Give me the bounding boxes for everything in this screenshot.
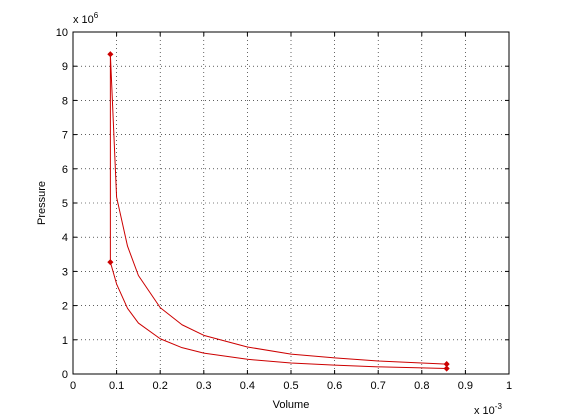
- y-tick-label: 1: [62, 335, 68, 347]
- x-axis-multiplier: x 10-3: [474, 402, 502, 417]
- y-tick-label: 9: [62, 61, 68, 73]
- y-tick-label: 3: [62, 266, 68, 278]
- x-tick-label: 0.7: [371, 380, 386, 392]
- x-tick-label: 0.9: [458, 380, 473, 392]
- y-tick-label: 6: [62, 164, 68, 176]
- x-tick-label: 0: [70, 380, 76, 392]
- series-point-marker: [443, 361, 450, 368]
- series-point-marker: [107, 51, 114, 58]
- series-point-marker: [443, 365, 450, 372]
- x-tick-label: 0.4: [240, 380, 255, 392]
- y-tick-label: 2: [62, 301, 68, 313]
- y-tick-label: 8: [62, 95, 68, 107]
- x-tick-label: 0.5: [283, 380, 298, 392]
- y-axis-label: Pressure: [36, 181, 48, 225]
- y-multiplier-exponent: 6: [94, 11, 99, 20]
- x-tick-label: 0.2: [153, 380, 168, 392]
- grid-lines: [73, 32, 509, 374]
- y-tick-label: 4: [62, 232, 68, 244]
- y-tick-label: 0: [62, 369, 68, 381]
- x-axis-label: Volume: [273, 399, 310, 411]
- x-multiplier-base: x 10: [474, 405, 495, 417]
- y-tick-label: 7: [62, 130, 68, 142]
- axis-ticks: 0 0.1 0.2 0.3 0.4 0.5 0.6 0.7 0.8 0.9 101234567891…: [56, 27, 512, 392]
- y-tick-label: 10: [56, 27, 68, 39]
- x-tick-label: 0.1: [109, 380, 124, 392]
- y-axis-multiplier: x 106: [73, 11, 99, 26]
- x-tick-label: 0.6: [327, 380, 342, 392]
- y-multiplier-base: x 10: [73, 14, 94, 26]
- x-tick-label: 0.8: [414, 380, 429, 392]
- x-tick-label: 1: [506, 380, 512, 392]
- x-multiplier-exponent: -3: [495, 402, 503, 411]
- x-tick-label: 0.3: [196, 380, 211, 392]
- series-point-marker: [107, 259, 114, 266]
- series-layer: [107, 51, 450, 372]
- y-tick-label: 5: [62, 198, 68, 210]
